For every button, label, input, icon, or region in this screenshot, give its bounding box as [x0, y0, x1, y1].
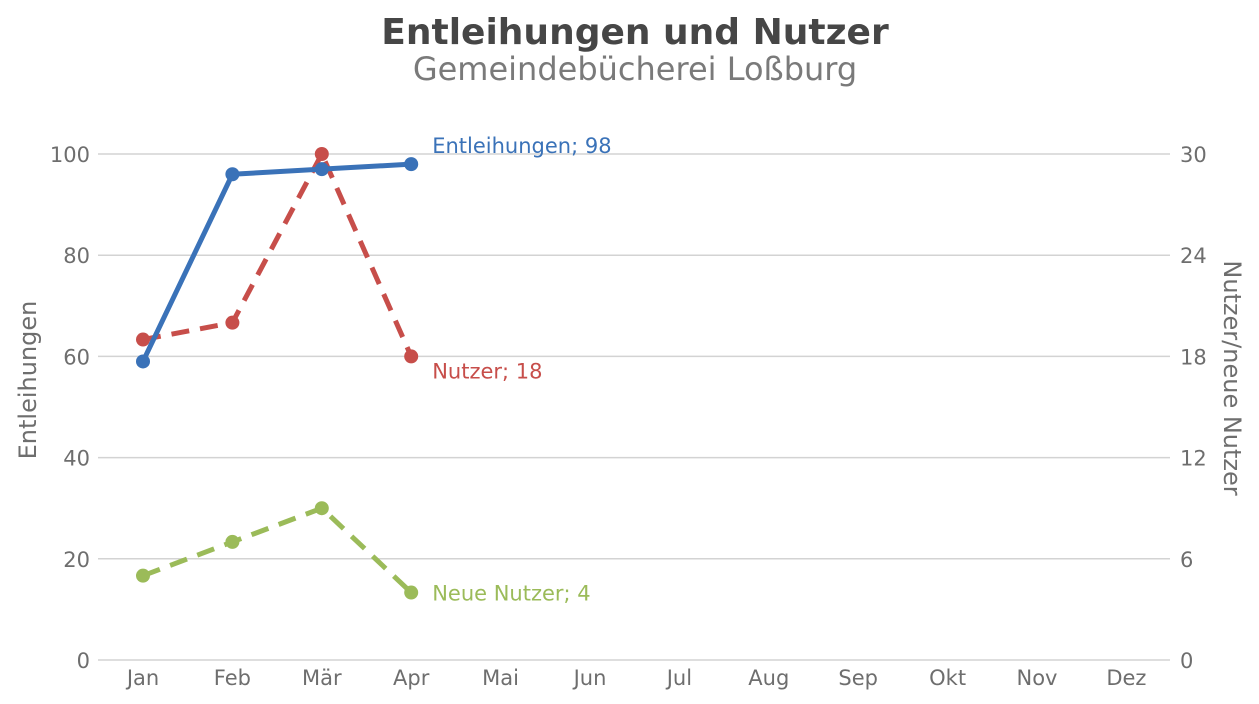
- left-tick-label: 80: [63, 244, 90, 268]
- gridlines: [98, 153, 1170, 661]
- left-tick-label: 40: [63, 447, 90, 471]
- data-point: [404, 349, 419, 364]
- x-tick-label: Apr: [393, 666, 430, 690]
- series-line: [142, 151, 414, 358]
- series-line: [140, 161, 414, 364]
- series-line: [142, 505, 413, 595]
- x-tick-label: Jan: [125, 666, 159, 690]
- series-layer: Neue Nutzer; 4 Nutzer; 18 Entleihungen; 98: [136, 134, 612, 606]
- series-neue-nutzer: Neue Nutzer; 4: [136, 501, 591, 606]
- right-axis-title: Nutzer/neue Nutzer: [1218, 260, 1246, 495]
- data-point: [314, 147, 329, 161]
- data-point: [136, 354, 150, 369]
- right-axis: 0 6 12 18 24 30: [1180, 143, 1207, 673]
- x-tick-label: Feb: [214, 666, 251, 690]
- data-point: [404, 585, 419, 600]
- series-end-label: Nutzer; 18: [432, 359, 542, 383]
- left-tick-label: 100: [50, 143, 90, 167]
- left-tick-label: 60: [63, 345, 90, 369]
- chart-title: Entleihungen und Nutzer: [381, 12, 889, 53]
- data-point: [225, 167, 240, 182]
- x-axis: Jan Feb Mär Apr Mai Jun Jul Aug Sep Okt Nov Dez: [125, 666, 1147, 690]
- series-end-label: Neue Nutzer; 4: [432, 582, 590, 606]
- data-point: [314, 162, 329, 177]
- data-point: [314, 501, 329, 516]
- data-point: [225, 534, 240, 549]
- data-point: [225, 315, 240, 330]
- x-tick-label: Mai: [482, 666, 519, 690]
- series-entleihungen: Entleihungen; 98: [136, 134, 612, 369]
- series-nutzer: Nutzer; 18: [136, 147, 543, 383]
- data-point: [136, 332, 150, 347]
- right-tick-label: 18: [1180, 345, 1207, 369]
- x-tick-label: Mär: [302, 666, 342, 690]
- right-tick-label: 12: [1180, 447, 1207, 471]
- series-end-label: Entleihungen; 98: [432, 134, 611, 158]
- x-tick-label: Dez: [1106, 666, 1146, 690]
- data-point: [136, 568, 150, 583]
- x-tick-label: Okt: [929, 666, 966, 690]
- left-tick-label: 20: [63, 548, 90, 572]
- left-tick-label: 0: [77, 649, 90, 673]
- right-tick-label: 24: [1180, 244, 1207, 268]
- left-axis-title: Entleihungen: [14, 301, 42, 460]
- x-tick-label: Nov: [1017, 666, 1058, 690]
- x-tick-label: Aug: [748, 666, 789, 690]
- right-tick-label: 6: [1180, 548, 1193, 572]
- right-tick-label: 0: [1180, 649, 1193, 673]
- x-tick-label: Jun: [572, 666, 607, 690]
- x-tick-label: Jul: [665, 666, 692, 690]
- x-tick-label: Sep: [838, 666, 878, 690]
- chart-subtitle: Gemeindebücherei Loßburg: [413, 50, 857, 88]
- left-axis: 0 20 40 60 80 100: [50, 143, 90, 673]
- data-point: [404, 157, 419, 172]
- right-tick-label: 30: [1180, 143, 1207, 167]
